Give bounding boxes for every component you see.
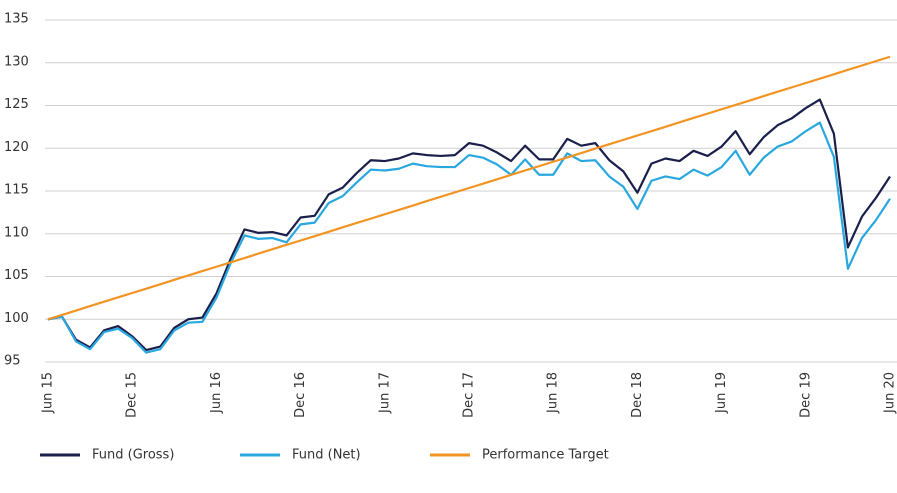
x-tick-label: Dec 17 [462,372,477,418]
y-tick-label: 105 [4,268,29,283]
series-line [47,55,891,321]
x-tick-label: Jun 17 [377,372,392,414]
x-tick-label: Dec 19 [798,372,813,418]
y-tick-label: 100 [4,311,29,326]
legend-label: Fund (Gross) [92,448,174,463]
legend-label: Performance Target [482,448,609,463]
y-tick-label: 110 [4,225,29,240]
y-tick-label: 115 [4,183,29,198]
y-tick-label: 130 [4,54,29,69]
x-tick-label: Jun 15 [41,372,56,414]
y-tick-label: 120 [4,140,29,155]
y-tick-label: 135 [4,12,29,27]
x-tick-label: Jun 18 [546,372,561,414]
x-tick-label: Jun 19 [714,372,729,414]
x-tick-label: Dec 15 [125,372,140,418]
y-tick-label: 125 [4,97,29,112]
series-line [47,121,891,354]
x-tick-label: Jun 20 [883,372,897,414]
legend-label: Fund (Net) [292,448,361,463]
x-tick-label: Jun 16 [209,372,224,414]
series-line [47,98,891,352]
y-tick-label: 95 [4,354,21,369]
x-tick-label: Dec 16 [293,372,308,418]
x-tick-label: Dec 18 [630,372,645,418]
